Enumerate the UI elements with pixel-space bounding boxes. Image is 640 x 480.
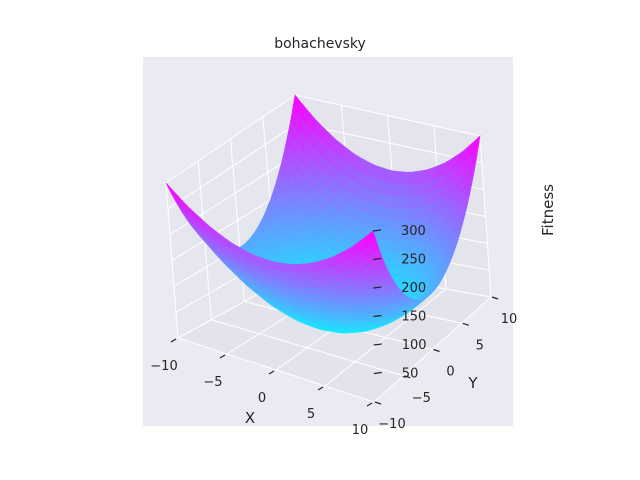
- tick-mark: [433, 348, 440, 353]
- y-tick-label: 0: [446, 365, 454, 380]
- grid-line: [294, 94, 481, 137]
- x-tick-label: 10: [352, 423, 369, 438]
- tick-mark: [404, 375, 411, 379]
- y-tick-label: −10: [378, 417, 405, 432]
- x-tick-label: 0: [258, 391, 266, 406]
- tick-mark: [317, 386, 324, 391]
- grid-line: [177, 337, 375, 403]
- tick-mark: [372, 229, 382, 232]
- z-tick-label: 200: [401, 281, 426, 296]
- tick-mark: [170, 338, 177, 343]
- tick-mark: [219, 354, 226, 359]
- grid-line: [165, 94, 296, 184]
- surface-mesh: [165, 94, 481, 334]
- grid-line: [167, 122, 298, 210]
- z-tick-labels: 50 100 150 200 250 300: [401, 224, 427, 382]
- y-tick-labels: −10 −5 0 5 10: [378, 312, 517, 432]
- tick-mark: [366, 402, 373, 407]
- y-axis-label: Y: [467, 374, 478, 392]
- tick-mark: [491, 296, 499, 300]
- tick-mark: [373, 257, 382, 261]
- x-tick-label: −10: [150, 359, 177, 374]
- surface-face: [367, 230, 377, 245]
- tick-mark: [268, 370, 275, 375]
- z-tick-label: 150: [402, 310, 427, 325]
- x-tick-label: 5: [307, 407, 315, 422]
- z-tick-label: 250: [401, 253, 426, 268]
- tick-mark: [374, 401, 382, 405]
- z-tick-label: 50: [402, 367, 419, 382]
- tick-mark: [373, 343, 382, 346]
- x-axis-label: X: [245, 409, 255, 427]
- grid-line: [211, 319, 404, 377]
- tick-mark: [462, 322, 469, 326]
- y-tick-label: 10: [501, 312, 518, 327]
- tick-mark: [373, 314, 382, 318]
- chart-title: bohachevsky: [274, 36, 366, 52]
- x-tick-labels: −10 −5 0 5 10: [150, 359, 368, 438]
- y-tick-label: 5: [476, 338, 484, 353]
- tick-mark: [373, 371, 382, 375]
- tick-marks: [170, 229, 499, 407]
- tick-mark: [373, 286, 382, 289]
- z-axis-label: Fitness: [539, 184, 557, 236]
- y-tick-label: −5: [412, 391, 431, 406]
- grid-line: [297, 122, 482, 164]
- z-tick-label: 100: [402, 338, 427, 353]
- z-tick-label: 300: [401, 224, 426, 239]
- x-tick-label: −5: [203, 375, 222, 390]
